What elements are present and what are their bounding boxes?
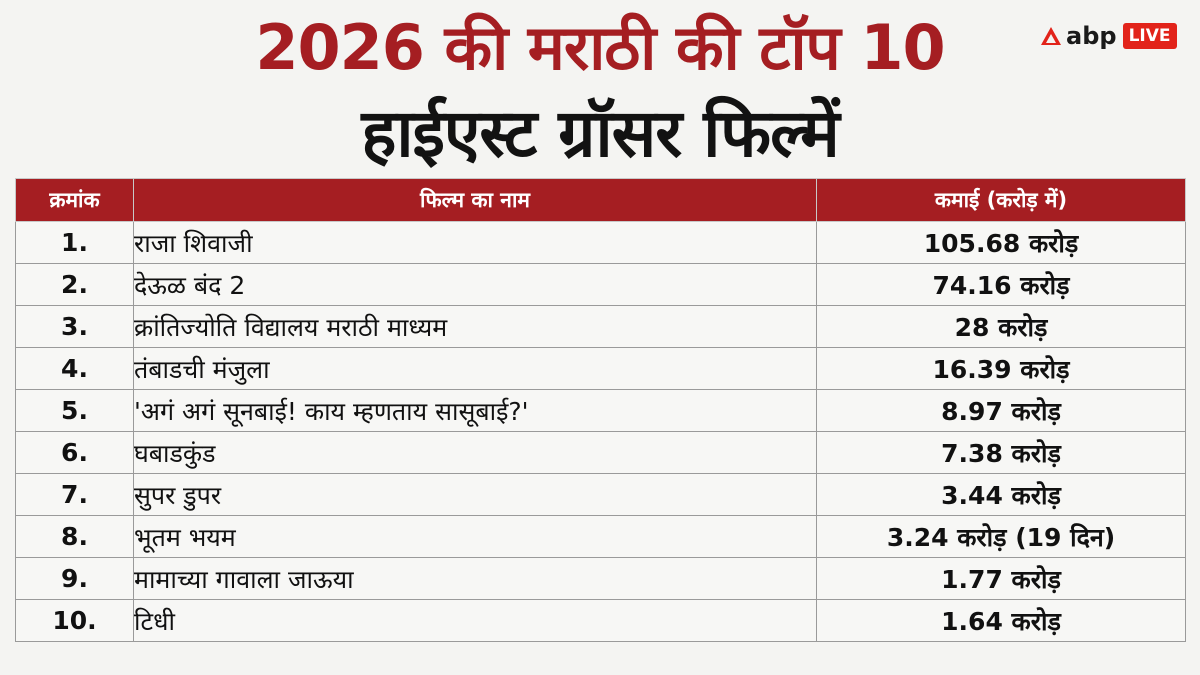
row-film-name: तंबाडची मंजुला bbox=[133, 347, 817, 390]
table-row: 9. मामाच्या गावाला जाऊया 1.77 करोड़ bbox=[15, 557, 1186, 600]
row-film-name: टिधी bbox=[133, 599, 817, 642]
row-rank: 7. bbox=[15, 473, 134, 516]
row-film-name: मामाच्या गावाला जाऊया bbox=[133, 557, 817, 600]
row-earnings: 74.16 करोड़ bbox=[816, 263, 1186, 306]
table-row: 5. 'अगं अगं सूनबाई! काय म्हणताय सासूबाई?… bbox=[15, 389, 1186, 432]
table-row: 8. भूतम भयम 3.24 करोड़ (19 दिन) bbox=[15, 515, 1186, 558]
table-row: 7. सुपर डुपर 3.44 करोड़ bbox=[15, 473, 1186, 516]
row-earnings: 16.39 करोड़ bbox=[816, 347, 1186, 390]
abp-live-logo: abp LIVE bbox=[1040, 22, 1177, 50]
row-rank: 2. bbox=[15, 263, 134, 306]
table-row: 4. तंबाडची मंजुला 16.39 करोड़ bbox=[15, 347, 1186, 390]
films-table: क्रमांक फिल्म का नाम कमाई (करोड़ में) 1.… bbox=[15, 178, 1186, 642]
page-title-line1: 2026 की मराठी की टॉप 10 bbox=[255, 11, 945, 84]
row-film-name: 'अगं अगं सूनबाई! काय म्हणताय सासूबाई?' bbox=[133, 389, 817, 432]
row-rank: 1. bbox=[15, 221, 134, 264]
row-film-name: देऊळ बंद 2 bbox=[133, 263, 817, 306]
table-row: 3. क्रांतिज्योति विद्यालय मराठी माध्यम 2… bbox=[15, 305, 1186, 348]
row-rank: 6. bbox=[15, 431, 134, 474]
live-badge: LIVE bbox=[1122, 23, 1177, 49]
abp-triangle-icon bbox=[1041, 27, 1061, 45]
row-rank: 9. bbox=[15, 557, 134, 600]
row-earnings: 8.97 करोड़ bbox=[816, 389, 1186, 432]
row-film-name: राजा शिवाजी bbox=[133, 221, 817, 264]
row-film-name: भूतम भयम bbox=[133, 515, 817, 558]
row-earnings: 1.77 करोड़ bbox=[816, 557, 1186, 600]
row-film-name: घबाडकुंड bbox=[133, 431, 817, 474]
row-rank: 8. bbox=[15, 515, 134, 558]
row-earnings: 1.64 करोड़ bbox=[816, 599, 1186, 642]
header-earnings: कमाई (करोड़ में) bbox=[816, 178, 1186, 222]
row-earnings: 7.38 करोड़ bbox=[816, 431, 1186, 474]
title-block: 2026 की मराठी की टॉप 10 हाईएस्ट ग्रॉसर फ… bbox=[0, 0, 1200, 178]
row-rank: 4. bbox=[15, 347, 134, 390]
row-rank: 5. bbox=[15, 389, 134, 432]
header-film-name: फिल्म का नाम bbox=[133, 178, 817, 222]
header-rank: क्रमांक bbox=[15, 178, 134, 222]
table-row: 10. टिधी 1.64 करोड़ bbox=[15, 599, 1186, 642]
row-earnings: 28 करोड़ bbox=[816, 305, 1186, 348]
row-rank: 3. bbox=[15, 305, 134, 348]
row-earnings: 3.24 करोड़ (19 दिन) bbox=[816, 515, 1186, 558]
table-row: 2. देऊळ बंद 2 74.16 करोड़ bbox=[15, 263, 1186, 306]
table-row: 1. राजा शिवाजी 105.68 करोड़ bbox=[15, 221, 1186, 264]
table-row: 6. घबाडकुंड 7.38 करोड़ bbox=[15, 431, 1186, 474]
logo-text: abp bbox=[1066, 22, 1117, 50]
row-earnings: 105.68 करोड़ bbox=[816, 221, 1186, 264]
page-title-line2: हाईएस्ट ग्रॉसर फिल्में bbox=[361, 95, 839, 172]
row-film-name: सुपर डुपर bbox=[133, 473, 817, 516]
row-earnings: 3.44 करोड़ bbox=[816, 473, 1186, 516]
row-film-name: क्रांतिज्योति विद्यालय मराठी माध्यम bbox=[133, 305, 817, 348]
table-header-row: क्रमांक फिल्म का नाम कमाई (करोड़ में) bbox=[15, 178, 1186, 222]
row-rank: 10. bbox=[15, 599, 134, 642]
